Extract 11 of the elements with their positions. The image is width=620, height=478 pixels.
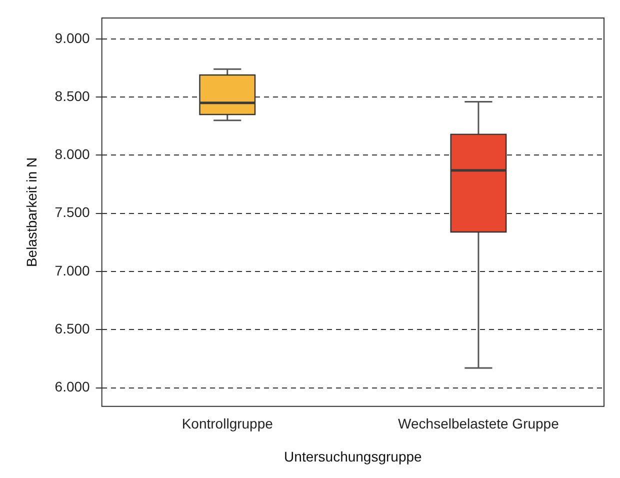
y-tick-label: 6.000	[54, 378, 90, 395]
x-tick-label: Wechselbelastete Gruppe	[398, 416, 560, 432]
y-tick-label: 9.000	[54, 30, 90, 46]
x-axis-title: Untersuchungsgruppe	[284, 448, 422, 464]
y-axis-title: Belastbarkeit in N	[23, 157, 40, 268]
y-tick-label: 8.500	[54, 88, 90, 104]
y-tick-label: 8.000	[54, 146, 90, 162]
x-tick-label: Kontrollgruppe	[182, 416, 274, 432]
y-tick-label: 7.500	[54, 204, 90, 220]
y-tick-label: 7.000	[54, 262, 90, 278]
y-tick-label: 6.500	[54, 320, 90, 337]
